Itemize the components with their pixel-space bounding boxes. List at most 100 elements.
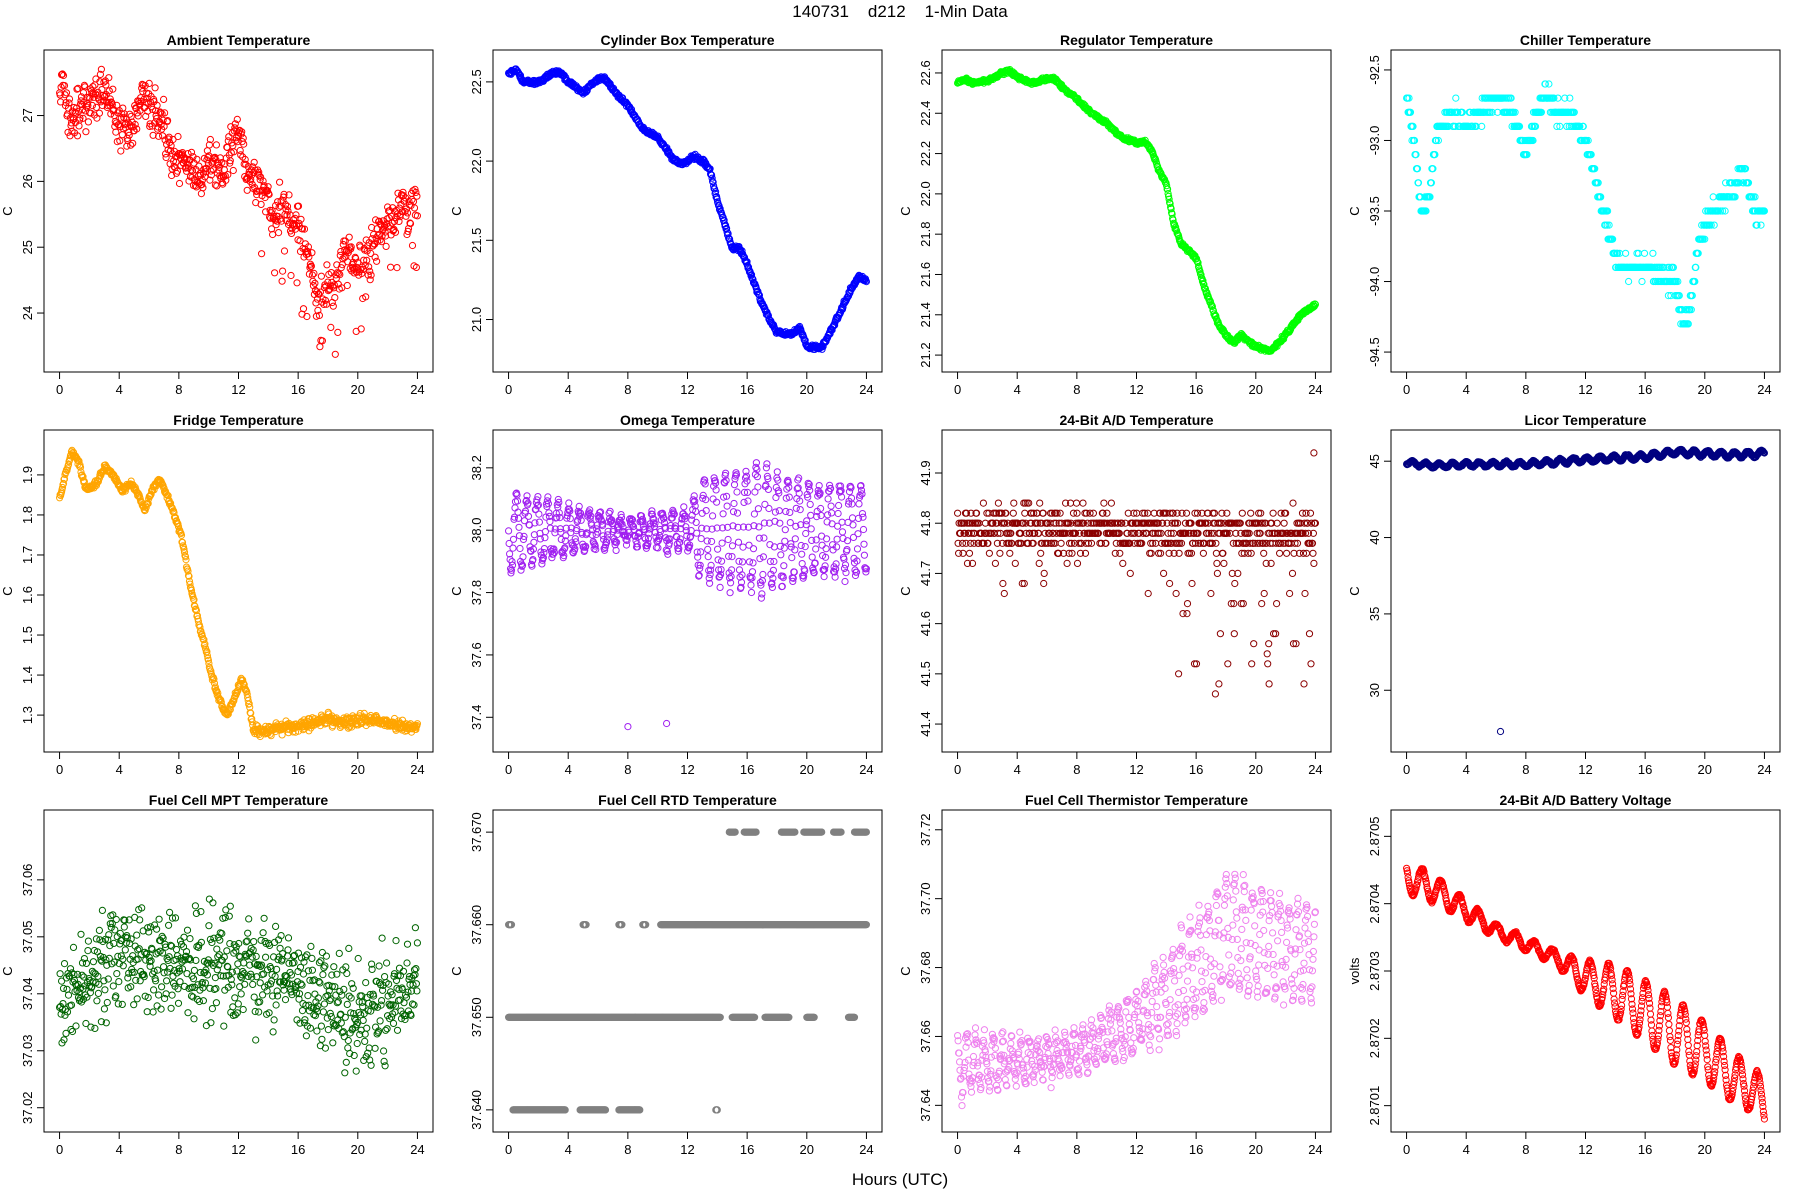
data-point bbox=[544, 493, 552, 501]
data-point bbox=[748, 568, 757, 576]
y-tick-label: 26 bbox=[20, 174, 35, 188]
data-point bbox=[329, 302, 337, 310]
panel-title: Fridge Temperature bbox=[173, 412, 304, 428]
data-point bbox=[792, 504, 800, 512]
data-point bbox=[341, 237, 349, 245]
data-point bbox=[285, 191, 293, 199]
y-tick-label: 41.5 bbox=[918, 661, 933, 686]
data-point bbox=[807, 525, 815, 533]
x-tick-label: 0 bbox=[505, 382, 512, 397]
data-point bbox=[387, 263, 395, 271]
x-tick-label: 8 bbox=[624, 382, 631, 397]
y-tick-label: 24 bbox=[20, 306, 35, 320]
data-point bbox=[266, 213, 274, 221]
data-point bbox=[367, 249, 375, 257]
y-tick-label: 21.2 bbox=[918, 342, 933, 367]
data-point bbox=[841, 561, 850, 569]
data-point bbox=[241, 155, 249, 164]
data-points bbox=[56, 65, 421, 358]
data-point bbox=[283, 211, 291, 219]
x-tick-label: 20 bbox=[1249, 762, 1263, 777]
data-point bbox=[272, 201, 280, 210]
x-tick-label: 24 bbox=[859, 762, 873, 777]
data-point bbox=[1036, 499, 1044, 507]
data-point bbox=[752, 459, 761, 467]
data-point bbox=[979, 499, 988, 507]
y-tick-label: 38.2 bbox=[469, 455, 484, 480]
data-point bbox=[131, 120, 139, 129]
data-point bbox=[224, 137, 232, 145]
y-tick-label: -93.5 bbox=[1367, 196, 1382, 226]
data-point bbox=[759, 570, 767, 579]
x-tick-label: 20 bbox=[800, 762, 814, 777]
data-point bbox=[1452, 94, 1460, 102]
data-point bbox=[331, 294, 339, 302]
data-point bbox=[739, 543, 747, 551]
data-point bbox=[827, 502, 835, 510]
y-tick-label: 41.8 bbox=[918, 511, 933, 536]
data-point bbox=[708, 537, 716, 546]
data-point bbox=[680, 503, 688, 511]
data-points bbox=[1403, 80, 1769, 328]
data-point bbox=[151, 84, 159, 92]
x-tick-label: 0 bbox=[954, 382, 961, 397]
y-tick-label: 41.7 bbox=[918, 561, 933, 586]
data-point bbox=[173, 167, 182, 175]
data-point bbox=[242, 160, 250, 168]
data-point bbox=[515, 523, 523, 531]
x-tick-label: 24 bbox=[410, 382, 424, 397]
data-point bbox=[374, 231, 382, 239]
data-point bbox=[824, 495, 832, 503]
data-point bbox=[304, 243, 312, 251]
data-point bbox=[1011, 559, 1019, 568]
x-tick-label: 12 bbox=[1129, 382, 1143, 397]
data-point bbox=[311, 279, 319, 287]
data-point bbox=[129, 139, 137, 147]
data-point bbox=[264, 183, 272, 191]
data-point bbox=[253, 187, 261, 195]
data-point bbox=[373, 257, 381, 265]
data-point bbox=[310, 269, 318, 277]
y-tick-label: 1.9 bbox=[20, 466, 35, 484]
data-point bbox=[250, 158, 258, 166]
data-point bbox=[272, 221, 280, 229]
data-point bbox=[530, 538, 538, 546]
data-point bbox=[954, 509, 962, 517]
x-tick-label: 20 bbox=[1698, 382, 1712, 397]
data-point bbox=[1009, 509, 1017, 517]
x-tick-label: 4 bbox=[565, 382, 572, 397]
data-point bbox=[146, 122, 154, 131]
x-tick-label: 20 bbox=[351, 382, 365, 397]
data-point bbox=[315, 311, 323, 319]
data-point bbox=[413, 192, 421, 200]
data-point bbox=[523, 492, 531, 500]
data-point bbox=[95, 96, 103, 104]
data-point bbox=[817, 511, 825, 520]
x-tick-label: 4 bbox=[116, 762, 123, 777]
data-point bbox=[1160, 569, 1168, 578]
data-point bbox=[57, 98, 65, 106]
data-point bbox=[283, 202, 292, 210]
data-point bbox=[807, 511, 815, 519]
data-point bbox=[347, 243, 355, 251]
data-point bbox=[58, 70, 67, 78]
data-point bbox=[728, 542, 737, 550]
data-point bbox=[318, 298, 326, 306]
data-point bbox=[996, 549, 1004, 557]
data-point bbox=[1107, 499, 1116, 507]
data-point bbox=[206, 135, 214, 144]
x-tick-label: 12 bbox=[1578, 382, 1592, 397]
data-point bbox=[309, 277, 317, 285]
data-point bbox=[188, 167, 197, 175]
data-point bbox=[278, 217, 286, 225]
data-point bbox=[206, 176, 214, 184]
data-point bbox=[985, 549, 994, 557]
data-point bbox=[838, 518, 846, 526]
data-point bbox=[798, 550, 806, 558]
data-point bbox=[1021, 509, 1029, 517]
data-point bbox=[841, 577, 849, 586]
panel-title: Regulator Temperature bbox=[1060, 32, 1213, 48]
data-point bbox=[838, 528, 847, 536]
data-point bbox=[749, 545, 758, 553]
